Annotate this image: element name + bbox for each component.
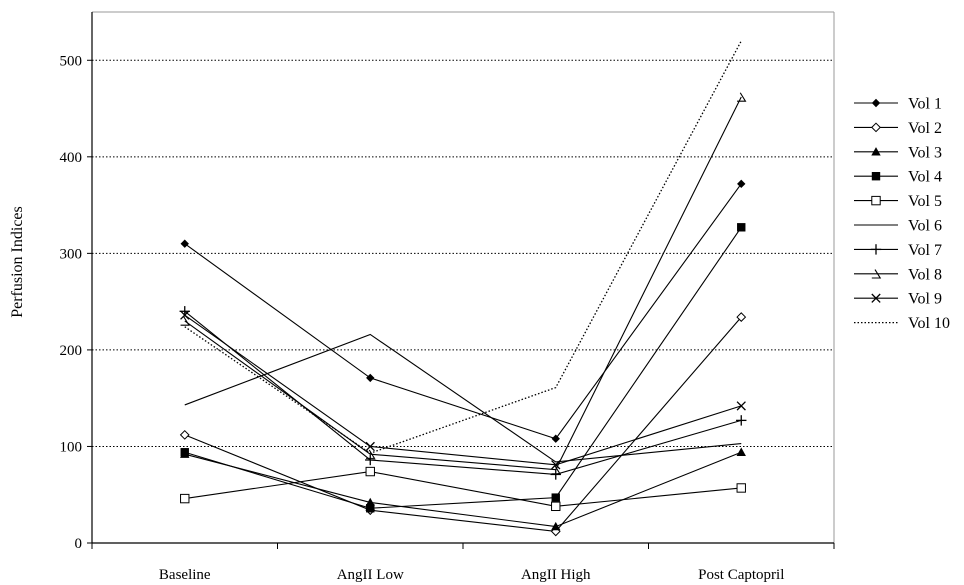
x-tick-label: Post Captopril <box>698 567 784 583</box>
data-point <box>180 316 190 326</box>
data-point <box>737 179 746 189</box>
legend-label: Vol 1 <box>908 96 942 113</box>
legend-label: Vol 5 <box>908 193 942 210</box>
data-point <box>551 521 561 531</box>
x-b <box>871 293 881 303</box>
legend-label: Vol 9 <box>908 291 942 308</box>
data-point <box>551 501 561 512</box>
legend-item-8: Vol 8 <box>854 266 942 283</box>
series-7 <box>179 306 747 480</box>
x-tick-label: AngII Low <box>337 567 404 583</box>
y-tick-label-100: 100 <box>60 439 83 455</box>
legend-item-3: Vol 3 <box>854 144 942 161</box>
legend-item-5: Vol 5 <box>854 193 942 210</box>
legend: Vol 1 Vol 2 Vol 3 Vol 4 Vol 5 Vol 6 Vol 7 Vol 8… <box>854 96 950 332</box>
data-point <box>551 465 561 475</box>
series-line <box>184 316 742 532</box>
data-point <box>736 447 746 456</box>
legend-swatch-marker <box>871 147 881 156</box>
data-point <box>365 454 376 466</box>
series-line <box>184 183 742 440</box>
series-6 <box>184 333 742 463</box>
y-tick-label-500: 500 <box>60 53 83 69</box>
legend-item-4: Vol 4 <box>854 169 942 186</box>
legend-item-6: Vol 6 <box>854 218 942 235</box>
series-line <box>184 333 742 463</box>
axes <box>87 11 835 549</box>
x-b <box>180 310 190 320</box>
data-point <box>737 92 747 102</box>
x-tick-label: Baseline <box>159 567 211 583</box>
series-line <box>184 96 742 471</box>
legend-swatch-marker <box>871 195 881 206</box>
series-5 <box>180 466 746 512</box>
data-point <box>737 223 746 232</box>
legend-item-9: Vol 9 <box>854 291 942 308</box>
x-b <box>551 460 561 470</box>
series-2 <box>179 312 747 537</box>
data-point <box>180 448 189 457</box>
x-b <box>736 401 746 411</box>
tick-labels: 0 100 200 300 400 500 Baseline AngII Low AngII H… <box>60 53 785 583</box>
data-point <box>365 441 375 452</box>
legend-label: Vol 10 <box>908 315 950 332</box>
legend-swatch-marker <box>871 98 881 108</box>
series-line <box>184 470 742 507</box>
x-b <box>365 441 375 452</box>
legend-swatch-marker <box>871 122 881 133</box>
series-line <box>184 451 742 528</box>
legend-label: Vol 6 <box>908 218 942 235</box>
data-point <box>551 434 560 443</box>
data-point <box>180 239 189 248</box>
data-point <box>180 493 190 504</box>
legend-swatch-marker <box>871 172 881 181</box>
data-point <box>180 310 190 320</box>
data-point <box>179 429 190 440</box>
data-point <box>736 312 747 322</box>
legend-label: Vol 4 <box>908 169 942 186</box>
series-9 <box>180 310 746 470</box>
series-line <box>184 40 742 454</box>
series-line <box>184 314 742 466</box>
data-point <box>551 493 560 502</box>
series-1 <box>180 179 746 443</box>
data-point <box>366 373 375 383</box>
data-point <box>736 483 746 493</box>
series-8 <box>180 92 747 475</box>
data-point <box>365 466 375 477</box>
y-tick-label-0: 0 <box>75 536 83 552</box>
series-line <box>184 310 742 476</box>
legend-label: Vol 2 <box>908 120 942 137</box>
legend-item-2: Vol 2 <box>854 120 942 137</box>
legend-swatch-marker <box>870 244 882 255</box>
legend-swatch-marker <box>871 269 882 279</box>
series-10 <box>184 40 742 454</box>
y-axis-title: Perfusion Indices <box>9 206 26 318</box>
x-tick-label: AngII High <box>521 567 591 583</box>
series-line <box>184 226 742 509</box>
legend-label: Vol 7 <box>908 242 942 259</box>
legend-item-7: Vol 7 <box>854 242 942 259</box>
y-tick-label-200: 200 <box>60 343 83 359</box>
y-tick-label-300: 300 <box>60 246 83 262</box>
y-tick-label-400: 400 <box>60 150 83 166</box>
legend-label: Vol 3 <box>908 144 942 161</box>
gridlines <box>92 59 834 447</box>
legend-label: Vol 8 <box>908 266 942 283</box>
series-lines <box>179 40 747 537</box>
legend-swatch-marker <box>871 293 881 303</box>
data-point <box>736 401 746 411</box>
data-point <box>366 504 375 513</box>
legend-item-10: Vol 10 <box>854 315 950 332</box>
legend-item-1: Vol 1 <box>854 96 942 113</box>
data-point <box>550 469 561 480</box>
data-point <box>551 460 561 470</box>
data-point <box>736 415 747 426</box>
series-4 <box>180 223 746 513</box>
